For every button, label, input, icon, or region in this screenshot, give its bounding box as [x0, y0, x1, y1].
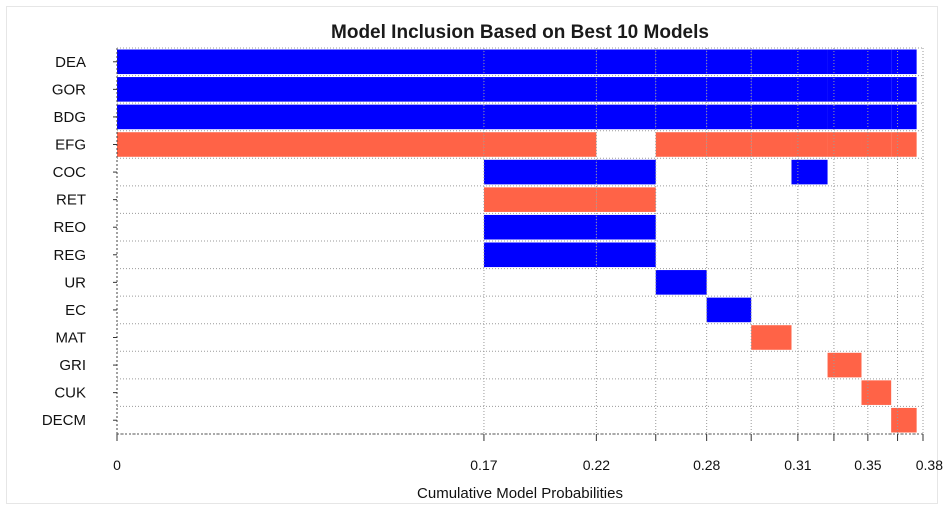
cell-dea-model-9 [861, 49, 892, 75]
cell-gor-model-3 [596, 77, 656, 102]
cell-bdg-model-1 [117, 104, 484, 130]
variable-label-dea: DEA [55, 54, 86, 71]
cell-coc-model-7 [791, 159, 828, 185]
variable-label-gor: GOR [52, 81, 86, 98]
cell-efg-model-9 [861, 132, 892, 157]
cell-gor-model-6 [751, 77, 792, 102]
cell-efg-model-8 [827, 132, 862, 157]
x-tick-label: 0 [113, 457, 121, 473]
cell-coc-model-2 [483, 159, 597, 185]
cell-dea-model-1 [117, 49, 484, 75]
cell-bdg-model-7 [791, 104, 828, 130]
cell-bdg-model-8 [827, 104, 862, 130]
cell-dea-model-7 [791, 49, 828, 75]
cell-bdg-model-9 [861, 104, 892, 130]
cell-gri-model-8 [827, 352, 862, 378]
cell-cuk-model-9 [861, 380, 892, 405]
cell-bdg-model-6 [751, 104, 792, 130]
cell-dea-model-6 [751, 49, 792, 75]
inclusion-cells [117, 49, 917, 433]
variable-label-coc: COC [53, 164, 87, 181]
cell-decm-model-10 [891, 407, 917, 433]
variable-label-ur: UR [64, 274, 86, 291]
cell-gor-model-8 [827, 77, 862, 102]
cell-dea-model-10 [891, 49, 917, 75]
cell-reg-model-2 [483, 242, 597, 268]
cell-reo-model-3 [596, 214, 656, 240]
x-tick-label: 0.22 [583, 457, 610, 473]
cell-efg-model-5 [706, 132, 752, 157]
cell-efg-model-7 [791, 132, 828, 157]
cell-gor-model-9 [861, 77, 892, 102]
cell-ur-model-4 [655, 270, 707, 295]
variable-label-cuk: CUK [54, 385, 86, 402]
cell-dea-model-8 [827, 49, 862, 75]
variable-label-ec: EC [65, 302, 86, 319]
x-tick-label: 0.38 [916, 457, 943, 473]
x-axis-label: Cumulative Model Probabilities [417, 485, 623, 502]
cell-bdg-model-2 [483, 104, 597, 130]
x-tick-label: 0.17 [470, 457, 497, 473]
cell-efg-model-4 [655, 132, 707, 157]
cell-bdg-model-10 [891, 104, 917, 130]
x-tick-label: 0.31 [784, 457, 811, 473]
cell-mat-model-6 [751, 325, 792, 350]
cell-ret-model-3 [596, 187, 656, 212]
variable-label-gri: GRI [59, 357, 86, 374]
cell-dea-model-5 [706, 49, 752, 75]
cell-bdg-model-4 [655, 104, 707, 130]
grid-lines [116, 47, 924, 435]
cell-bdg-model-3 [596, 104, 656, 130]
cell-gor-model-2 [483, 77, 597, 102]
x-axis: 0 0.17 0.22 0.28 0.31 0.35 0.38 [113, 434, 943, 473]
cell-efg-model-10 [891, 132, 917, 157]
cell-ret-model-2 [483, 187, 597, 212]
variable-label-efg: EFG [55, 137, 86, 154]
cell-bdg-model-5 [706, 104, 752, 130]
x-tick-label: 0.28 [693, 457, 720, 473]
x-tick-label: 0.35 [854, 457, 881, 473]
cell-efg-model-6 [751, 132, 792, 157]
variable-label-decm: DECM [42, 412, 86, 429]
cell-efg-model-2 [483, 132, 597, 157]
cell-dea-model-4 [655, 49, 707, 75]
cell-dea-model-3 [596, 49, 656, 75]
cell-reo-model-2 [483, 214, 597, 240]
cell-gor-model-1 [117, 77, 484, 102]
variable-label-ret: RET [56, 192, 86, 209]
cell-gor-model-5 [706, 77, 752, 102]
cell-gor-model-7 [791, 77, 828, 102]
cell-dea-model-2 [483, 49, 597, 75]
cell-efg-model-1 [117, 132, 484, 157]
variable-label-reo: REO [53, 219, 86, 236]
variable-label-mat: MAT [55, 330, 86, 347]
cell-reg-model-3 [596, 242, 656, 268]
variable-labels: DEA GOR BDG EFG COC RET REO REG UR EC MAT GRI CUK DEC… [42, 54, 117, 429]
chart-title: Model Inclusion Based on Best 10 Models [331, 22, 709, 43]
cell-ec-model-5 [706, 297, 752, 323]
variable-label-bdg: BDG [53, 109, 86, 126]
cell-gor-model-4 [655, 77, 707, 102]
cell-coc-model-3 [596, 159, 656, 185]
variable-label-reg: REG [53, 247, 86, 264]
cell-gor-model-10 [891, 77, 917, 102]
